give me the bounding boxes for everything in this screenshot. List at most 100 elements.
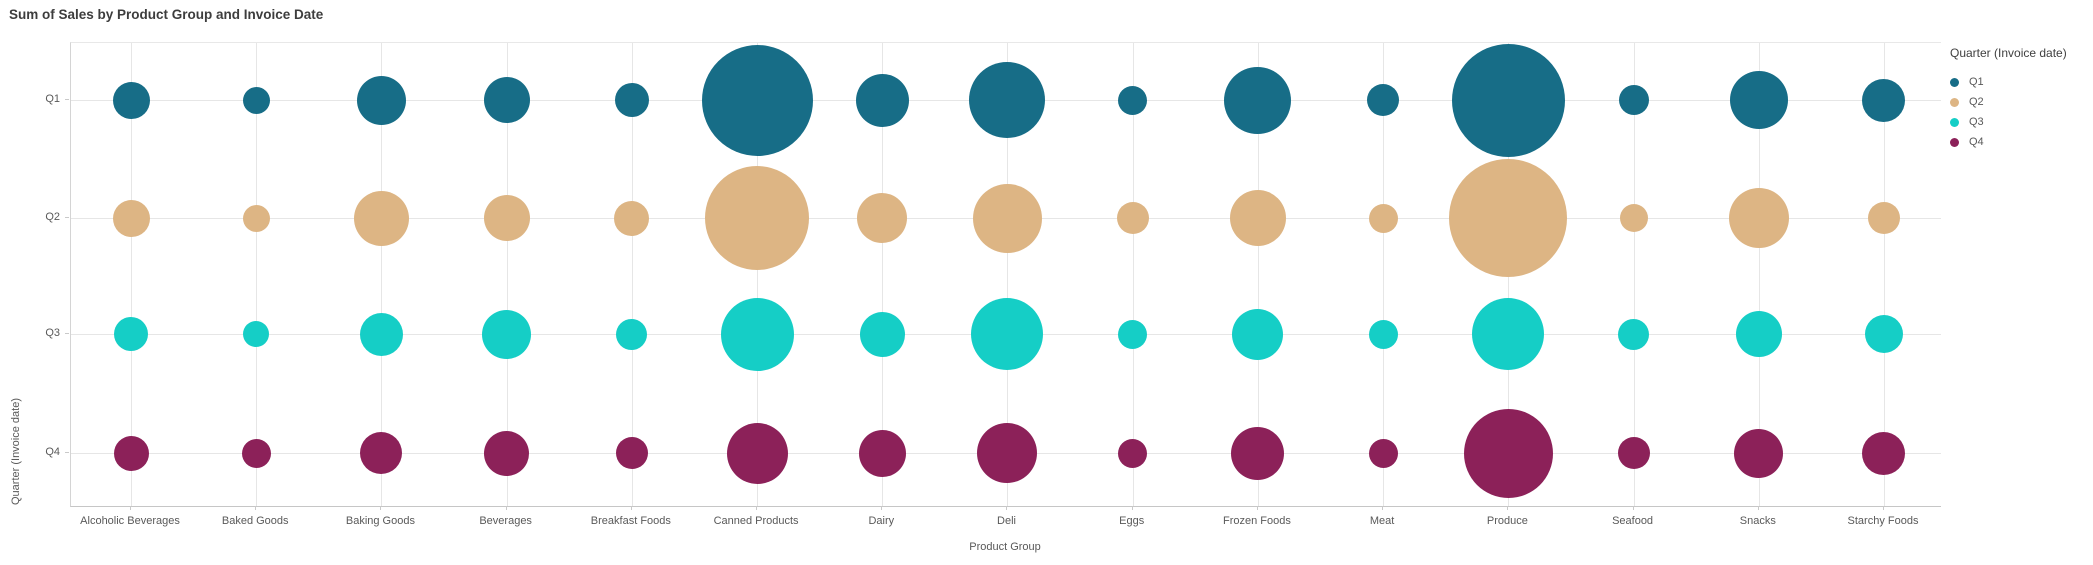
y-axis-tick [65, 99, 69, 100]
x-axis-tick [1006, 506, 1008, 510]
plot-area [70, 42, 1941, 507]
bubble-q1-alcoholic-beverages[interactable] [112, 81, 150, 119]
bubble-q2-canned-products[interactable] [705, 166, 810, 270]
bubble-q4-dairy[interactable] [858, 429, 906, 477]
bubble-q1-canned-products[interactable] [701, 44, 813, 156]
legend-item-q4[interactable]: Q4 [1950, 132, 2090, 152]
gridline-vertical [1883, 43, 1885, 506]
x-axis-tick [1632, 506, 1634, 510]
bubble-q2-eggs[interactable] [1116, 202, 1149, 234]
x-axis-tick [255, 506, 257, 510]
bubble-q2-produce[interactable] [1449, 159, 1568, 277]
bubble-q4-beverages[interactable] [484, 430, 530, 476]
bubble-q2-dairy[interactable] [857, 193, 908, 243]
bubble-q3-eggs[interactable] [1118, 319, 1148, 349]
legend: Quarter (Invoice date) Q1 Q2 Q3 Q4 [1950, 46, 2090, 152]
bubble-q1-meat[interactable] [1367, 84, 1400, 116]
bubble-q3-alcoholic-beverages[interactable] [114, 317, 148, 351]
bubble-q2-alcoholic-beverages[interactable] [112, 199, 150, 237]
bubble-q4-canned-products[interactable] [726, 422, 788, 484]
bubble-q1-beverages[interactable] [483, 77, 530, 123]
bubble-q1-frozen-foods[interactable] [1224, 66, 1292, 134]
bubble-q1-dairy[interactable] [855, 73, 909, 127]
bubble-q4-alcoholic-beverages[interactable] [113, 435, 149, 471]
bubble-q2-baked-goods[interactable] [242, 204, 270, 232]
legend-items: Q1 Q2 Q3 Q4 [1950, 72, 2090, 152]
bubble-q1-baking-goods[interactable] [356, 75, 406, 125]
bubble-q2-frozen-foods[interactable] [1229, 190, 1286, 246]
y-axis-tick [65, 217, 69, 218]
y-axis-label-q4: Q4 [45, 446, 60, 458]
bubble-q2-starchy-foods[interactable] [1867, 202, 1900, 234]
bubble-q4-meat[interactable] [1368, 438, 1398, 468]
bubble-q2-breakfast-foods[interactable] [614, 200, 650, 236]
x-axis-title: Product Group [969, 541, 1041, 553]
bubble-q3-produce[interactable] [1472, 298, 1545, 370]
bubble-q2-baking-goods[interactable] [353, 190, 409, 246]
y-axis-title: Quarter (Invoice date) [10, 398, 22, 505]
legend-item-q3[interactable]: Q3 [1950, 112, 2090, 132]
legend-dot-q1-icon [1950, 77, 1959, 87]
y-axis-tick [65, 452, 69, 453]
bubble-q1-deli[interactable] [969, 62, 1046, 138]
bubble-q3-snacks[interactable] [1735, 311, 1782, 357]
bubble-q3-starchy-foods[interactable] [1864, 315, 1903, 353]
bubble-q3-canned-products[interactable] [720, 297, 794, 371]
x-axis-label-eggs: Eggs [1119, 515, 1145, 527]
bubble-q4-deli[interactable] [977, 423, 1038, 483]
bubble-q4-produce[interactable] [1463, 408, 1553, 498]
x-axis-label-frozen-foods: Frozen Foods [1222, 515, 1291, 527]
bubble-q3-seafood[interactable] [1618, 318, 1650, 350]
legend-item-q1[interactable]: Q1 [1950, 72, 2090, 92]
gridline-vertical [757, 43, 759, 506]
bubble-q4-frozen-foods[interactable] [1231, 426, 1285, 480]
x-axis-tick [1882, 506, 1884, 510]
x-axis-label-meat: Meat [1369, 515, 1395, 527]
x-axis-tick [756, 506, 758, 510]
bubble-q1-starchy-foods[interactable] [1862, 78, 1906, 122]
bubble-q1-snacks[interactable] [1729, 71, 1788, 129]
bubble-q2-seafood[interactable] [1619, 204, 1648, 232]
y-axis-label-q2: Q2 [45, 211, 60, 223]
bubble-q1-baked-goods[interactable] [242, 86, 270, 114]
bubble-q4-baked-goods[interactable] [241, 438, 271, 468]
legend-dot-q4-icon [1950, 137, 1959, 147]
bubble-q3-deli[interactable] [971, 298, 1044, 370]
x-axis-label-breakfast-foods: Breakfast Foods [590, 515, 671, 527]
x-axis-label-seafood: Seafood [1612, 515, 1654, 527]
legend-label-q2: Q2 [1969, 96, 1984, 108]
bubble-q4-starchy-foods[interactable] [1862, 431, 1906, 475]
gridline-vertical [1132, 43, 1134, 506]
bubble-q2-deli[interactable] [972, 183, 1042, 253]
x-axis-label-deli: Deli [997, 515, 1016, 527]
gridline-vertical [1007, 43, 1009, 506]
x-axis-tick [1256, 506, 1258, 510]
bubble-q3-meat[interactable] [1368, 319, 1398, 349]
bubble-q4-snacks[interactable] [1734, 428, 1784, 478]
gridline-vertical [1758, 43, 1760, 506]
bubble-q3-baking-goods[interactable] [359, 312, 403, 356]
bubble-q4-breakfast-foods[interactable] [615, 437, 648, 469]
bubble-q1-breakfast-foods[interactable] [614, 83, 649, 117]
bubble-q1-produce[interactable] [1451, 43, 1565, 157]
y-axis-label-q3: Q3 [45, 327, 60, 339]
bubble-q1-seafood[interactable] [1618, 85, 1649, 115]
legend-item-q2[interactable]: Q2 [1950, 92, 2090, 112]
x-axis-label-dairy: Dairy [868, 515, 895, 527]
gridline-vertical [381, 43, 383, 506]
bubble-q3-beverages[interactable] [482, 309, 532, 359]
bubble-q4-baking-goods[interactable] [360, 432, 403, 474]
bubble-q1-eggs[interactable] [1118, 85, 1148, 115]
gridline-vertical [631, 43, 633, 506]
gridline-vertical [506, 43, 508, 506]
bubble-q3-baked-goods[interactable] [243, 321, 270, 347]
bubble-q2-meat[interactable] [1368, 203, 1398, 233]
bubble-q3-breakfast-foods[interactable] [616, 318, 648, 350]
bubble-q3-frozen-foods[interactable] [1232, 308, 1284, 360]
bubble-q2-beverages[interactable] [483, 195, 530, 241]
bubble-q4-seafood[interactable] [1617, 437, 1650, 469]
bubble-q3-dairy[interactable] [859, 311, 905, 357]
bubble-q4-eggs[interactable] [1118, 438, 1148, 468]
bubble-q2-snacks[interactable] [1728, 188, 1789, 248]
